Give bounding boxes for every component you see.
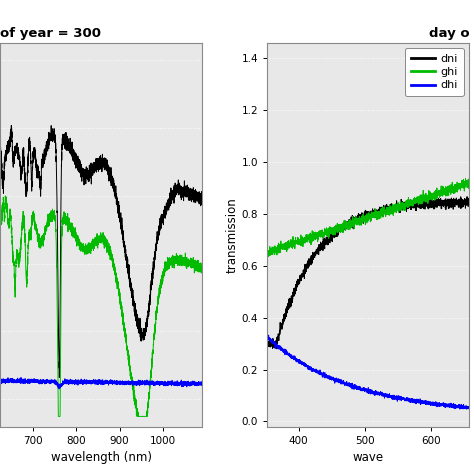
Legend: dni, ghi, dhi: dni, ghi, dhi bbox=[405, 48, 464, 96]
Text: day o: day o bbox=[428, 27, 469, 40]
Text: of year = 300: of year = 300 bbox=[0, 27, 101, 40]
X-axis label: wave: wave bbox=[353, 451, 383, 464]
X-axis label: wavelength (nm): wavelength (nm) bbox=[51, 451, 152, 464]
Y-axis label: transmission: transmission bbox=[226, 197, 238, 273]
